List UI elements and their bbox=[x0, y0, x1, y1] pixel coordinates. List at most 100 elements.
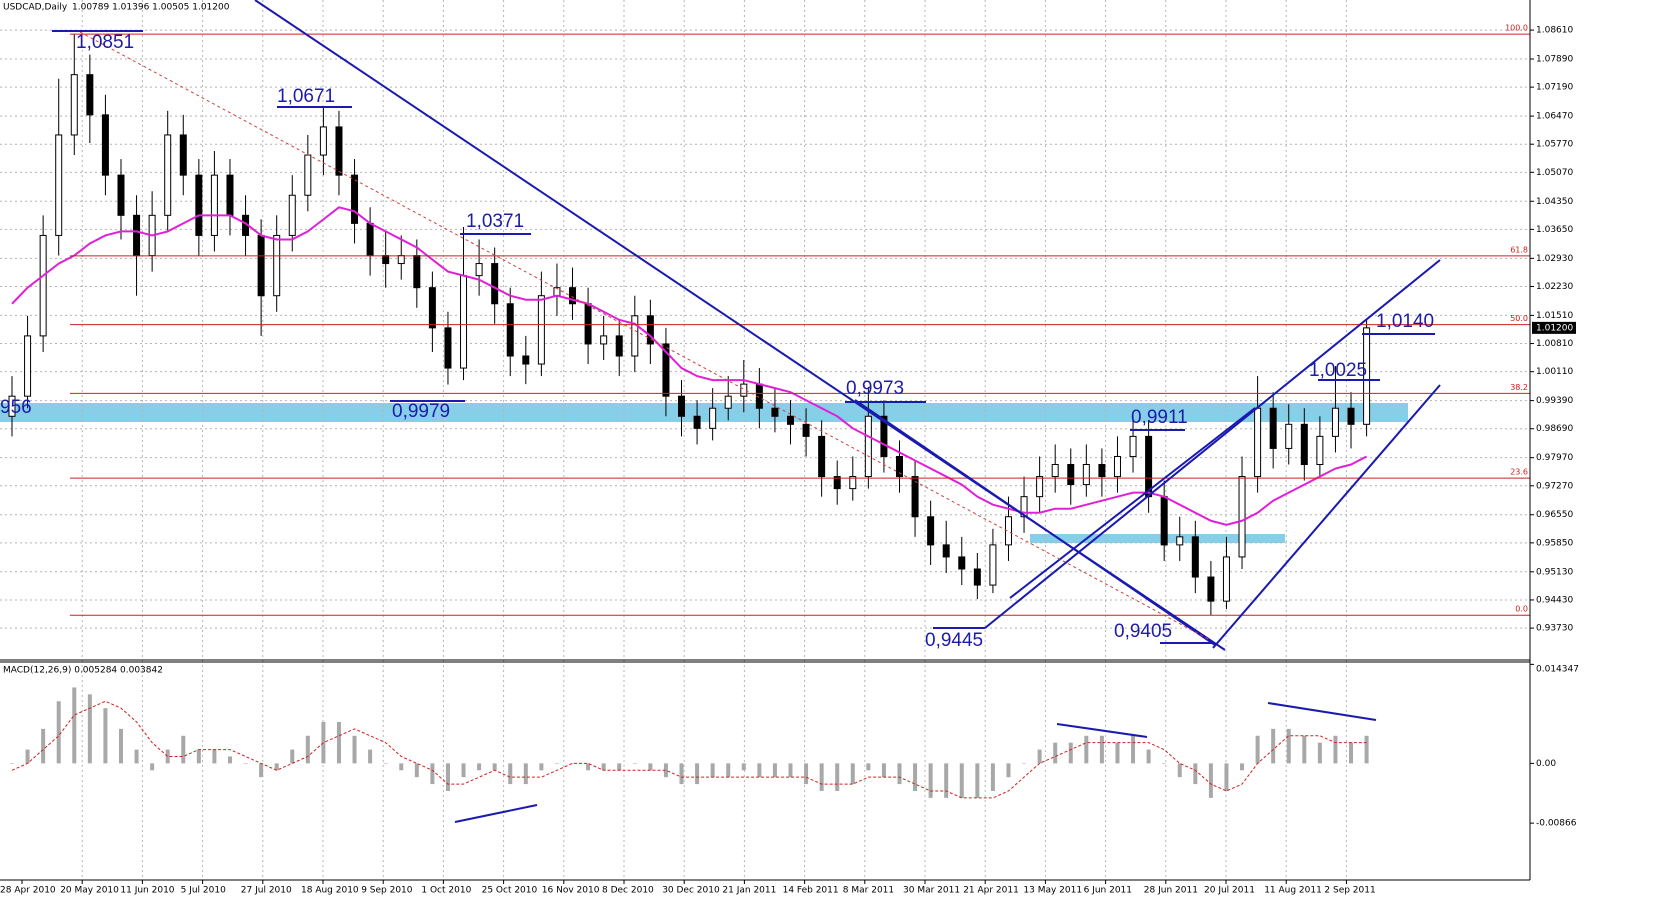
macd-histogram-bar bbox=[25, 749, 30, 764]
candle-body bbox=[351, 174, 359, 224]
macd-histogram-bar bbox=[1115, 742, 1120, 764]
candle-body bbox=[164, 134, 172, 216]
macd-histogram-bar bbox=[819, 763, 824, 791]
divergence-line bbox=[1056, 723, 1148, 738]
price-annotation: 1,0140 bbox=[1376, 311, 1434, 332]
candle-body bbox=[444, 327, 452, 369]
fib-level-label: 100.0 bbox=[1505, 24, 1528, 33]
candle-body bbox=[101, 114, 109, 176]
candle-body bbox=[787, 415, 794, 425]
price-annotation: 1,0851 bbox=[76, 32, 134, 53]
candle-body bbox=[1051, 464, 1059, 478]
candle-body bbox=[740, 383, 748, 397]
candle-body bbox=[631, 315, 639, 357]
macd-histogram-bar bbox=[1084, 735, 1089, 764]
candle-body bbox=[1285, 423, 1293, 449]
candle-body bbox=[569, 287, 577, 305]
x-tick-label: 1 Oct 2010 bbox=[421, 886, 471, 896]
y-tick-label: 0.94430 bbox=[1536, 595, 1573, 605]
candle-body bbox=[1098, 464, 1106, 478]
x-tick-label: 20 May 2010 bbox=[60, 886, 119, 896]
macd-histogram-bar bbox=[710, 763, 715, 778]
candle-body bbox=[771, 407, 779, 417]
y-tick-label: 0.95130 bbox=[1536, 567, 1573, 577]
x-tick-label: 18 Aug 2010 bbox=[301, 886, 359, 896]
y-tick-label: 0.96550 bbox=[1536, 510, 1573, 520]
fib-level-label: 0.0 bbox=[1515, 605, 1528, 614]
macd-histogram-bar bbox=[897, 763, 902, 785]
candle-body bbox=[615, 335, 623, 357]
candle-body bbox=[304, 154, 312, 196]
x-tick-label: 21 Jan 2011 bbox=[722, 886, 776, 896]
y-tick-label: 1.06470 bbox=[1536, 112, 1573, 122]
macd-histogram-bar bbox=[212, 749, 217, 764]
y-tick-label: 1.01510 bbox=[1536, 311, 1573, 321]
x-tick-label: 8 Dec 2010 bbox=[602, 886, 654, 896]
macd-histogram-bar bbox=[835, 763, 840, 791]
macd-histogram-bar bbox=[1146, 749, 1151, 764]
macd-histogram-bar bbox=[274, 763, 279, 771]
candle-body bbox=[849, 476, 857, 490]
macd-histogram-bar bbox=[259, 763, 264, 778]
candle-body bbox=[678, 395, 686, 417]
macd-histogram-bar bbox=[944, 763, 949, 798]
macd-histogram-bar bbox=[1193, 763, 1198, 785]
macd-histogram-bar bbox=[554, 763, 559, 764]
candle-body bbox=[958, 556, 966, 570]
macd-histogram-bar bbox=[103, 708, 108, 764]
candle-body bbox=[55, 134, 63, 236]
macd-histogram-bar bbox=[352, 735, 357, 764]
candle-body bbox=[70, 74, 78, 136]
x-tick-label: 28 Apr 2010 bbox=[0, 886, 56, 896]
candle-body bbox=[584, 303, 592, 345]
x-tick-label: 9 Sep 2010 bbox=[361, 886, 413, 896]
macd-histogram-bar bbox=[1333, 735, 1338, 764]
candle-body bbox=[1207, 576, 1215, 602]
candle-body bbox=[366, 222, 374, 257]
candle-body bbox=[1082, 464, 1090, 486]
macd-histogram-bar bbox=[539, 763, 544, 771]
candle-body bbox=[319, 126, 327, 156]
macd-histogram-bar bbox=[570, 763, 575, 764]
macd-histogram-bar bbox=[1302, 735, 1307, 764]
candle-body bbox=[1331, 407, 1339, 437]
candle-body bbox=[1238, 476, 1246, 558]
candle-body bbox=[86, 74, 94, 116]
macd-histogram-bar bbox=[788, 763, 793, 778]
current-price-label: 1.01200 bbox=[1536, 323, 1573, 333]
candle-body bbox=[818, 435, 826, 478]
price-annotation: 0,9405 bbox=[1114, 621, 1172, 642]
x-tick-label: 20 Jul 2011 bbox=[1204, 886, 1255, 896]
macd-histogram-bar bbox=[56, 701, 61, 764]
candle-body bbox=[273, 234, 281, 297]
candle-body bbox=[880, 415, 888, 457]
macd-histogram-bar bbox=[290, 749, 295, 764]
candle-body bbox=[413, 255, 421, 289]
x-tick-label: 6 Jun 2011 bbox=[1084, 886, 1132, 896]
candle-body bbox=[288, 194, 296, 236]
candle-body bbox=[24, 335, 32, 397]
candle-body bbox=[1160, 496, 1168, 546]
candle-body bbox=[210, 174, 218, 236]
chart-title: USDCAD,Daily bbox=[3, 3, 68, 13]
x-tick-label: 30 Dec 2010 bbox=[662, 886, 720, 896]
candle-body bbox=[1129, 435, 1137, 457]
price-annotation: 0,9973 bbox=[846, 378, 904, 399]
candle-body bbox=[1347, 407, 1355, 425]
macd-histogram-bar bbox=[72, 687, 77, 764]
support-zone bbox=[0, 403, 1408, 422]
x-tick-label: 16 Nov 2010 bbox=[542, 886, 600, 896]
macd-histogram-bar bbox=[1255, 735, 1260, 764]
y-tick-label: 1.00810 bbox=[1536, 339, 1573, 349]
macd-histogram-bar bbox=[1099, 735, 1104, 764]
macd-histogram-bar bbox=[336, 721, 341, 764]
macd-histogram-bar bbox=[134, 749, 139, 764]
candle-body bbox=[39, 234, 47, 337]
y-tick-label: 1.03650 bbox=[1536, 225, 1573, 235]
macd-histogram-bar bbox=[523, 763, 528, 785]
x-tick-label: 30 Mar 2011 bbox=[903, 886, 960, 896]
macd-histogram-bar bbox=[1286, 728, 1291, 764]
candle-body bbox=[646, 315, 654, 345]
macd-histogram-bar bbox=[617, 763, 622, 771]
